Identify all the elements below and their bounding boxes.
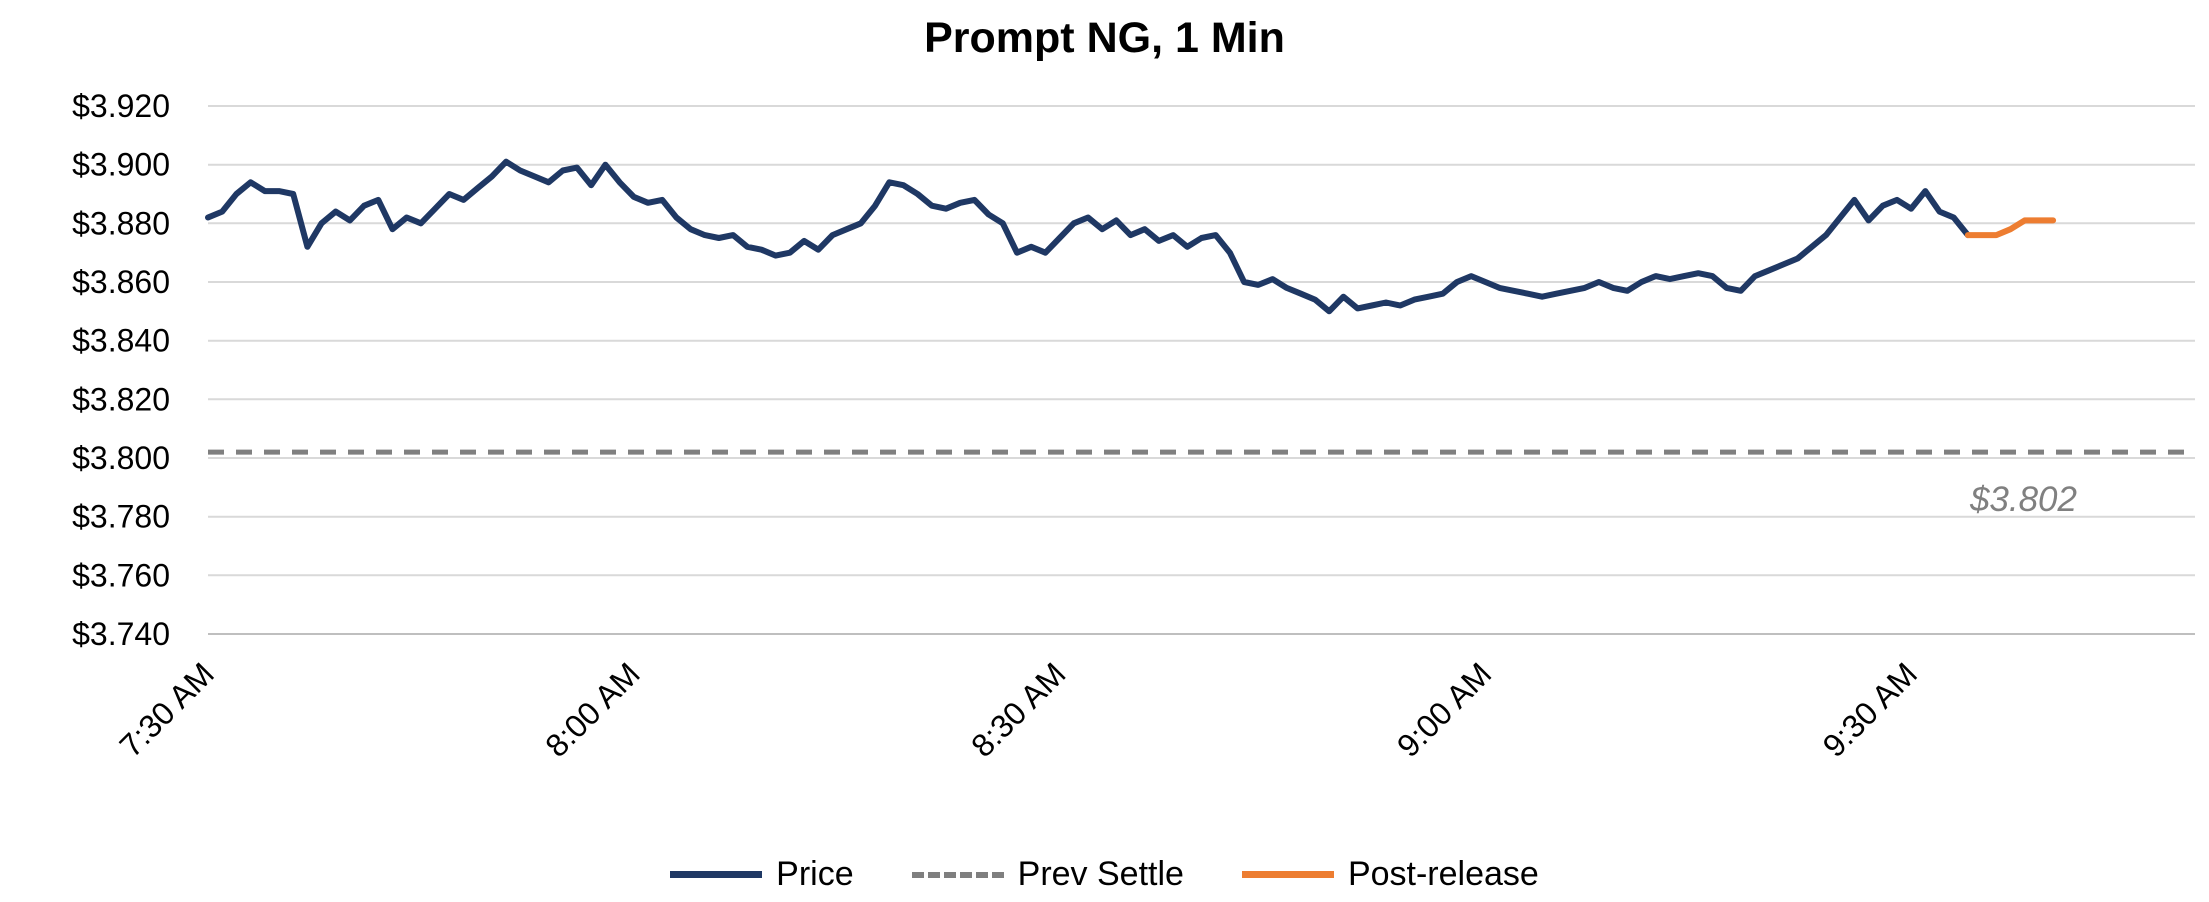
x-axis-tick-label: 9:00 AM [1390, 655, 1498, 763]
prev-settle-line-swatch [911, 871, 1004, 878]
chart-legend: Price Prev Settle Post-release [0, 855, 2209, 894]
x-axis-tick-label: 8:30 AM [964, 655, 1072, 763]
y-axis-tick-label: $3.860 [72, 264, 170, 300]
chart-title: Prompt NG, 1 Min [924, 14, 1285, 62]
y-axis-tick-label: $3.900 [72, 147, 170, 183]
x-axis-tick-label: 8:00 AM [538, 655, 646, 763]
legend-label-prev-settle: Prev Settle [1017, 855, 1184, 893]
post-release-series-line [1964, 217, 2057, 239]
post-release-line-swatch [1241, 871, 1334, 878]
legend-item-post-release: Post-release [1241, 855, 1539, 894]
legend-item-prev-settle: Prev Settle [911, 855, 1184, 894]
y-axis-tick-label: $3.880 [72, 205, 170, 241]
prev-settle-value-label: $3.802 [1969, 480, 2077, 519]
y-axis-tick-label: $3.800 [72, 440, 170, 476]
legend-item-price: Price [670, 855, 854, 894]
price-line-swatch [670, 871, 763, 878]
y-axis-tick-label: $3.920 [72, 88, 170, 124]
legend-label-post-release: Post-release [1347, 855, 1539, 893]
y-axis-tick-label: $3.780 [72, 499, 170, 535]
legend-label-price: Price [776, 855, 854, 893]
x-axis-tick-label: 7:30 AM [112, 655, 220, 763]
x-axis-tick-label: 9:30 AM [1816, 655, 1924, 763]
y-axis-tick-label: $3.820 [72, 381, 170, 417]
y-axis-tick-label: $3.760 [72, 557, 170, 593]
y-axis-tick-label: $3.840 [72, 323, 170, 359]
y-axis-tick-label: $3.740 [72, 616, 170, 652]
price-series-line [205, 158, 1971, 315]
